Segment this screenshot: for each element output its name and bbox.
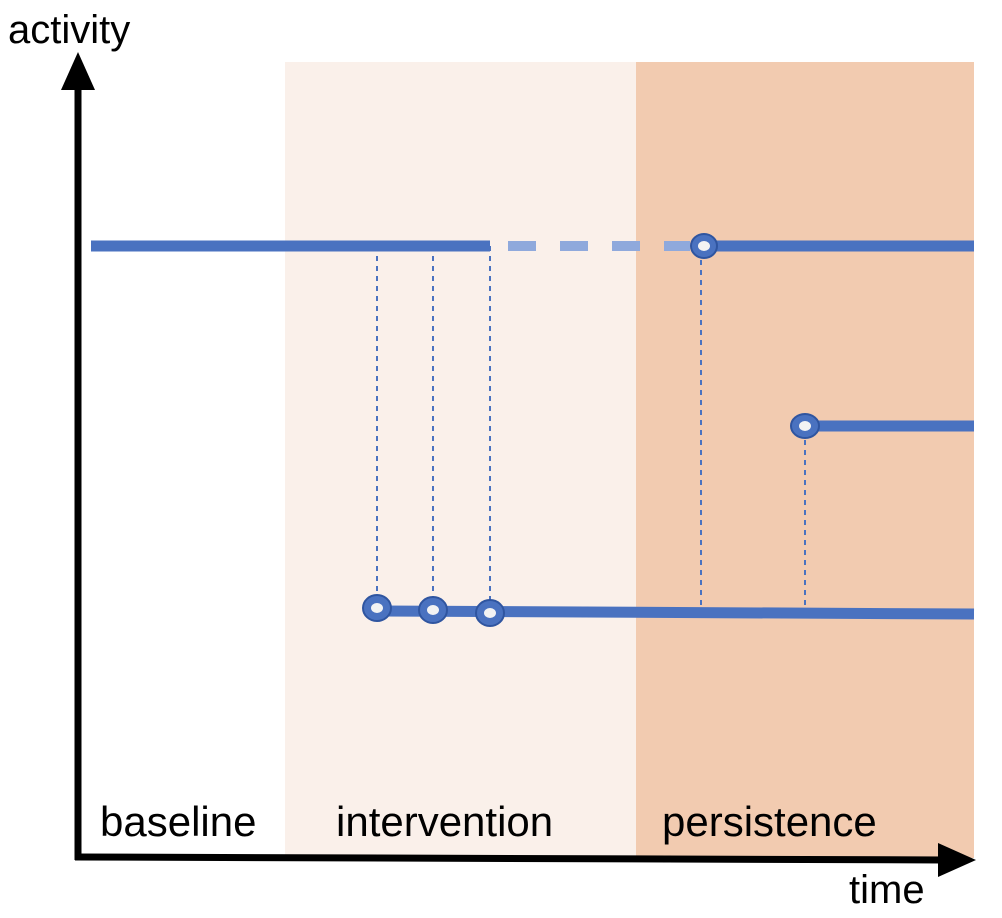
phase-label-baseline: baseline bbox=[100, 798, 256, 845]
x-axis bbox=[74, 853, 946, 864]
transition-marker bbox=[475, 599, 505, 627]
x-axis-arrowhead bbox=[938, 843, 976, 877]
y-axis-label: activity bbox=[8, 8, 130, 52]
phase-region-intervention bbox=[285, 62, 636, 858]
phase-label-intervention: intervention bbox=[336, 798, 553, 845]
y-axis-arrowhead bbox=[61, 52, 95, 90]
phase-region-baseline bbox=[78, 62, 285, 858]
transition-marker bbox=[690, 233, 718, 259]
x-axis-label: time bbox=[849, 868, 925, 912]
transition-marker bbox=[418, 596, 448, 624]
low-activity-line bbox=[376, 605, 975, 620]
transition-markers bbox=[362, 233, 820, 627]
transition-marker bbox=[362, 594, 392, 622]
phase-label-persistence: persistence bbox=[662, 798, 877, 845]
transition-marker bbox=[790, 413, 820, 439]
drop-lines bbox=[376, 246, 806, 613]
